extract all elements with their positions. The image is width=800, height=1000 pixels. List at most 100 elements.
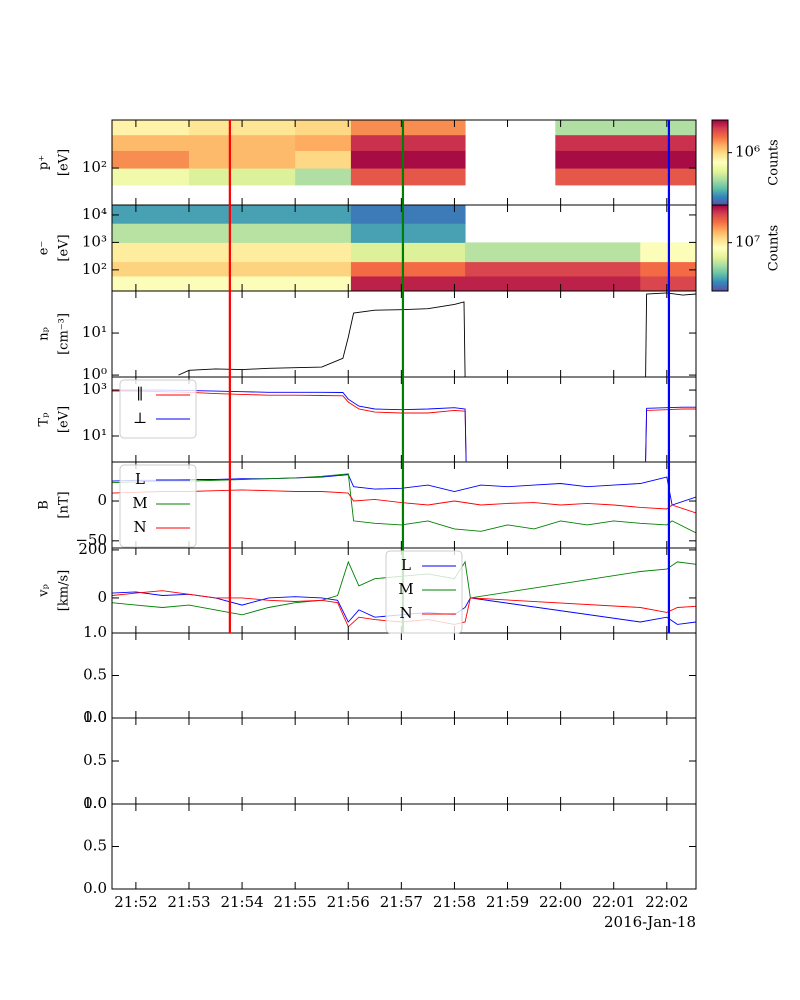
legend-label: M — [132, 494, 147, 512]
heatmap-cell — [188, 134, 296, 151]
axes-frame — [111, 803, 697, 890]
colorbar-tick-label: 10⁶ — [735, 143, 760, 161]
heatmap-cell — [112, 223, 352, 243]
y-tick-label: 10¹ — [82, 426, 107, 444]
legend: LMN — [119, 464, 197, 548]
heatmap-cell — [188, 168, 296, 186]
legend-label: N — [399, 604, 412, 622]
legend-label: ∥ — [137, 385, 144, 403]
heatmap-cell — [295, 150, 352, 169]
y-label: p⁺ — [37, 155, 52, 170]
y-label: nₚ — [37, 327, 52, 341]
heatmap-cell — [112, 242, 352, 263]
colorbar — [711, 119, 729, 206]
y-tick-label: 10² — [82, 158, 107, 176]
y-tick-label: 200 — [78, 540, 107, 558]
heatmap-cell — [350, 205, 466, 224]
colorbar-tick-label: 10⁷ — [735, 233, 760, 251]
heatmap-cell — [350, 242, 466, 263]
heatmap-cell — [295, 168, 352, 186]
heatmap-cell — [295, 120, 352, 136]
y-unit: [eV] — [57, 234, 72, 261]
y-unit: [nT] — [57, 491, 72, 518]
legend-box — [385, 550, 463, 634]
line — [112, 489, 696, 514]
axes-frame — [111, 632, 697, 719]
y-tick-label: 0.0 — [83, 794, 107, 812]
heatmap-cell — [555, 168, 696, 186]
panel — [178, 292, 696, 377]
heatmap-cell — [112, 275, 352, 291]
heatmap-cell — [555, 150, 696, 169]
colorbar-label: Counts — [767, 225, 782, 271]
heatmap-cell — [555, 134, 696, 151]
line — [112, 473, 696, 534]
line — [112, 560, 696, 616]
heatmap-cell — [350, 223, 466, 243]
x-tick-label: 21:55 — [274, 893, 317, 911]
x-tick-label: 22:01 — [592, 893, 635, 911]
y-tick-label: 0.0 — [83, 708, 107, 726]
y-tick-label: 0.5 — [83, 666, 107, 684]
y-label: vₚ — [37, 584, 52, 598]
x-tick-label: 21:52 — [114, 893, 157, 911]
x-tick-label: 21:57 — [380, 893, 423, 911]
heatmap-cell — [112, 150, 190, 169]
y-tick-label: 0.0 — [83, 879, 107, 897]
heatmap-cell — [188, 150, 296, 169]
colorbar — [711, 204, 729, 292]
panel — [112, 205, 696, 291]
heatmap-cell — [555, 120, 696, 136]
y-tick-label: 1.0 — [83, 794, 107, 812]
y-tick-label: 0.5 — [83, 837, 107, 855]
y-tick-label: 0 — [97, 588, 107, 606]
legend-label: N — [133, 518, 146, 536]
panel — [112, 473, 696, 534]
x-tick-label: 22:02 — [645, 893, 688, 911]
heatmap-cell — [112, 120, 190, 136]
legend-label: M — [398, 580, 413, 598]
y-tick-label: 0.5 — [83, 751, 107, 769]
panel — [112, 120, 696, 186]
x-tick-label: 21:59 — [486, 893, 529, 911]
heatmap-cell — [350, 275, 466, 291]
x-tick-label: 21:58 — [433, 893, 476, 911]
legend-label: L — [135, 470, 145, 488]
heatmap-cell — [112, 261, 352, 277]
line — [178, 292, 696, 377]
y-label: B — [37, 500, 52, 510]
x-tick-label: 21:56 — [327, 893, 370, 911]
y-tick-label: 10⁴ — [82, 205, 107, 223]
y-tick-label: 1.0 — [83, 623, 107, 641]
heatmap-cell — [188, 120, 296, 136]
legend-box — [119, 379, 197, 439]
line — [112, 474, 696, 506]
y-label: e⁻ — [37, 241, 52, 256]
heatmap-cell — [112, 134, 190, 151]
legend: LMN — [385, 550, 463, 634]
y-label: Tₚ — [37, 413, 52, 427]
heatmap-cell — [112, 205, 352, 224]
heatmap-cell — [350, 120, 466, 136]
y-unit: [eV] — [57, 406, 72, 433]
heatmap-cell — [112, 168, 190, 186]
heatmap-cell — [350, 261, 466, 277]
legend-label: ⊥ — [133, 409, 147, 427]
heatmap-cell — [295, 134, 352, 151]
line — [112, 590, 696, 628]
y-unit: [eV] — [57, 149, 72, 176]
legend-box — [119, 464, 197, 548]
y-tick-label: 10¹ — [82, 323, 107, 341]
y-unit: [km/s] — [57, 570, 72, 611]
x-tick-label: 21:53 — [167, 893, 210, 911]
y-tick-label: 10² — [82, 260, 107, 278]
axes-frame — [111, 717, 697, 805]
date-label: 2016-Jan-18 — [604, 913, 696, 931]
x-tick-label: 22:00 — [539, 893, 582, 911]
y-tick-label: 0 — [97, 491, 107, 509]
heatmap-cell — [350, 134, 466, 151]
y-tick-label: 1.0 — [83, 708, 107, 726]
colorbar-label: Counts — [767, 139, 782, 185]
y-unit: [cm⁻³] — [57, 313, 72, 355]
